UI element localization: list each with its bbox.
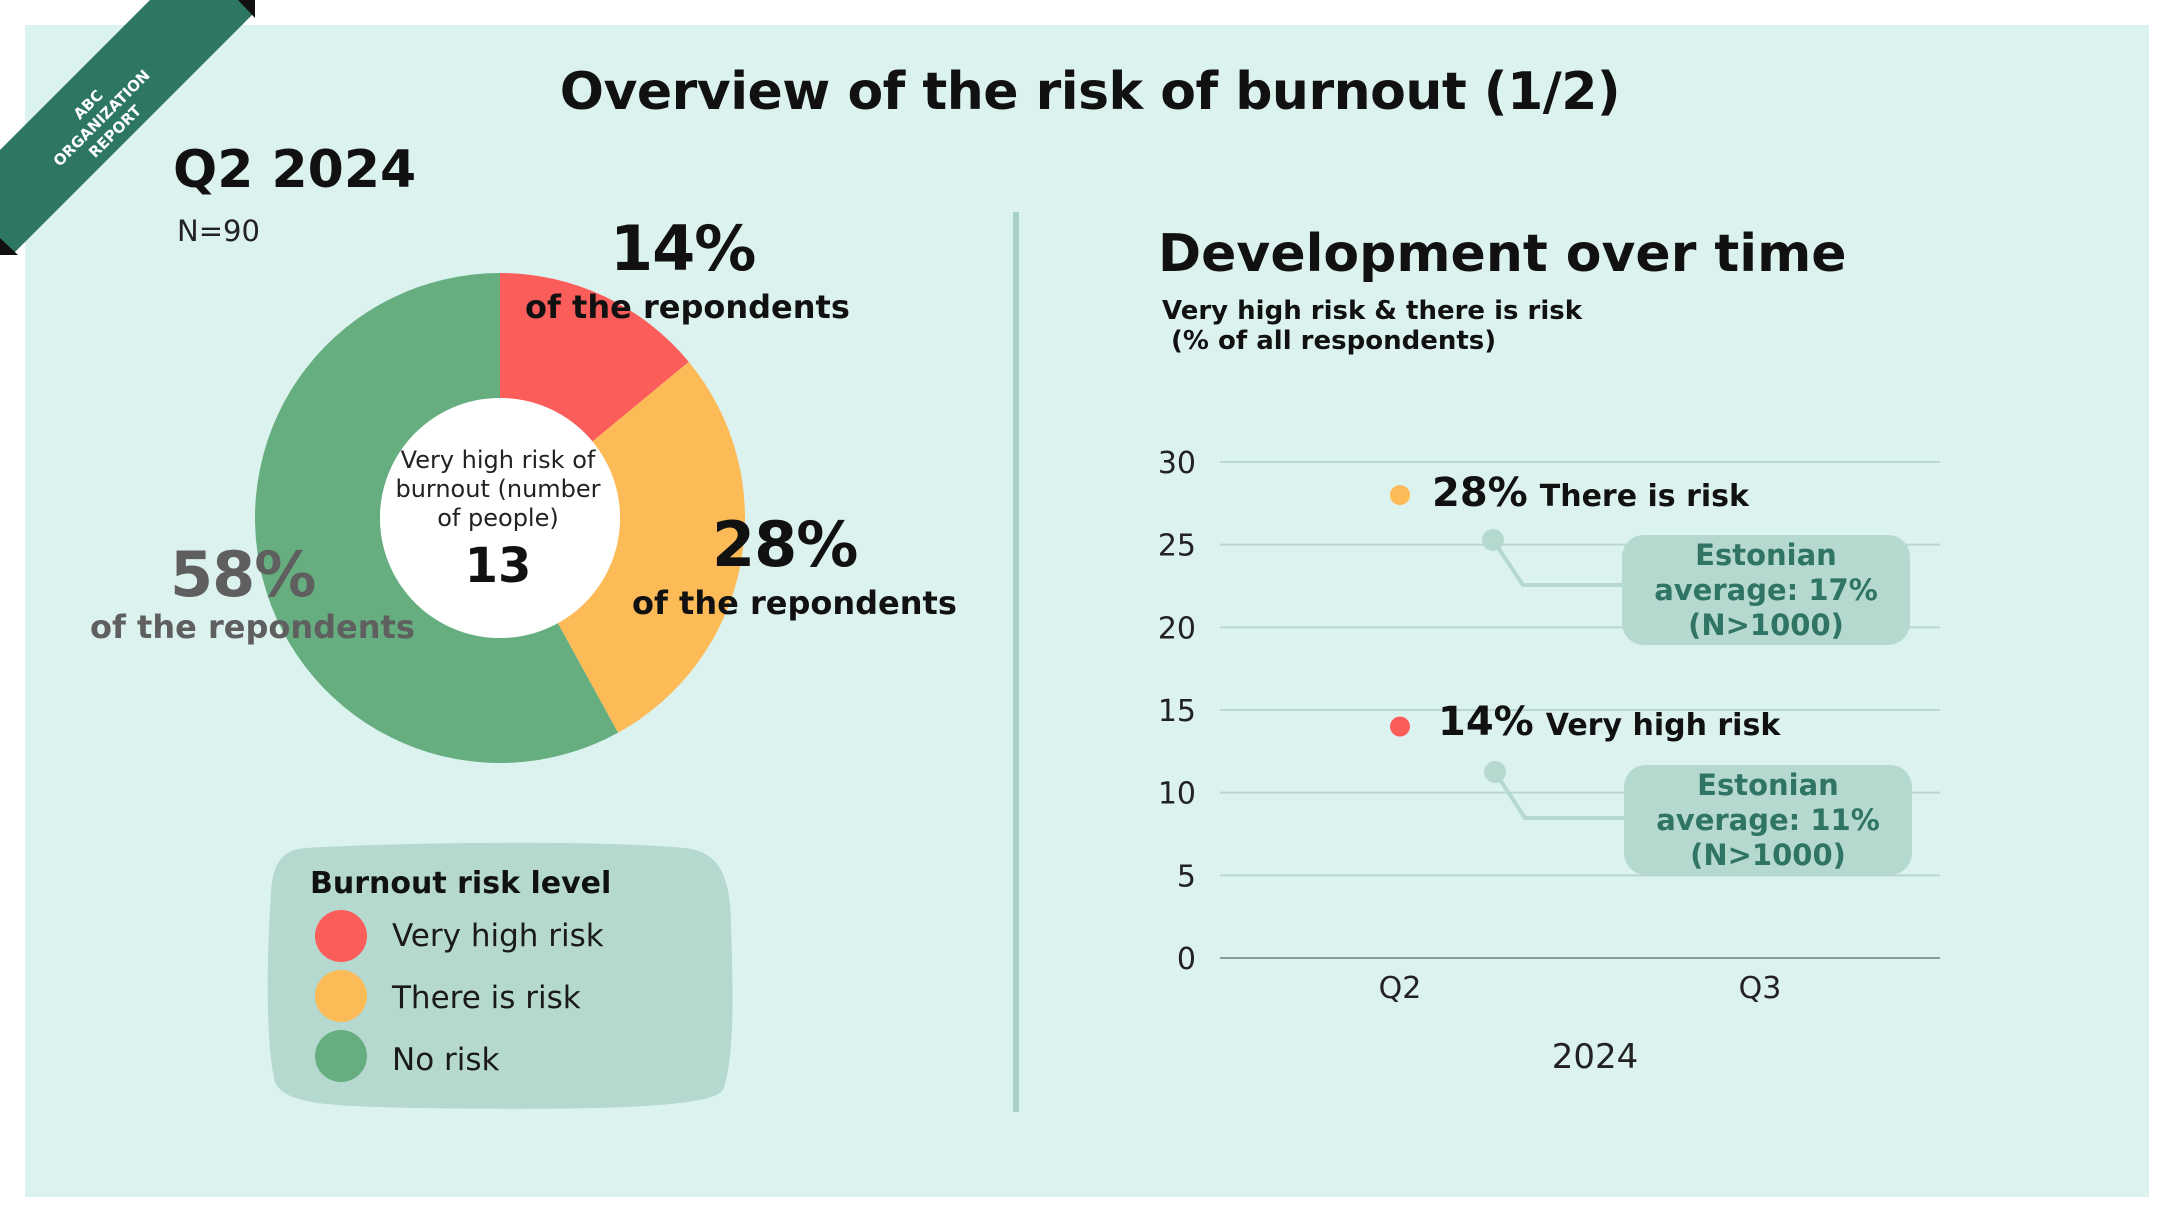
donut-center-value: 13 (464, 538, 532, 594)
callout-estonian-average-there-is-risk: Estonian average: 17% (N>1000) (1622, 535, 1910, 645)
x-tick-label: Q3 (1739, 971, 1782, 1006)
point-text-very-high-risk: Very high risk (1545, 708, 1781, 743)
segment-very-high-pct: 14% (610, 212, 756, 285)
report-ribbon (0, 0, 255, 255)
data-point-there-is-risk (1390, 485, 1410, 506)
callout-connector (1493, 770, 1627, 820)
segment-no-risk-pct: 58% (170, 538, 316, 611)
development-subtitle: Very high risk & there is risk (% of all… (1162, 296, 1583, 356)
segment-there-is-risk-pct: 28% (712, 508, 858, 581)
y-tick-label: 20 (1158, 611, 1196, 646)
panel-divider (1013, 212, 1019, 1112)
donut-slice-very-high-risk (500, 273, 689, 442)
x-axis-label: 2024 (1552, 1037, 1639, 1077)
point-label-very-high-risk: 14% Very high risk (1438, 699, 1780, 745)
y-tick-label: 30 (1158, 446, 1196, 481)
legend-label-there-is-risk: There is risk (392, 980, 581, 1016)
y-tick-label: 25 (1158, 529, 1196, 564)
legend-label-very-high-risk: Very high risk (392, 918, 604, 954)
point-value-there-is-risk: 28% (1432, 470, 1528, 516)
legend-box (267, 842, 733, 1109)
callout-connector (1491, 538, 1625, 587)
legend-title: Burnout risk level (310, 866, 612, 901)
x-tick-label: Q2 (1379, 971, 1422, 1006)
donut-center-caption: Very high risk of burnout (number of peo… (395, 446, 601, 532)
donut-chart (254, 273, 745, 763)
y-tick-label: 5 (1177, 859, 1196, 894)
point-label-there-is-risk: 28% There is risk (1432, 470, 1749, 516)
y-tick-label: 10 (1158, 777, 1196, 812)
period-label: Q2 2024 (173, 140, 417, 200)
legend-dot-no-risk (315, 1030, 367, 1082)
data-point-very-high-risk (1390, 716, 1410, 737)
donut-slice-there-is-risk (557, 361, 745, 733)
callout-estonian-average-very-high-risk: Estonian average: 11% (N>1000) (1624, 765, 1912, 875)
callout-anchor-dot (1484, 761, 1506, 783)
development-title: Development over time (1158, 224, 1847, 284)
donut-hole (380, 398, 620, 638)
segment-very-high-caption: of the repondents (525, 288, 850, 326)
page-title: Overview of the risk of burnout (1/2) (559, 62, 1621, 122)
point-value-very-high-risk: 14% (1438, 699, 1534, 745)
legend-dot-there-is-risk (315, 970, 367, 1022)
legend-label-no-risk: No risk (392, 1042, 500, 1078)
y-tick-label: 0 (1177, 942, 1196, 977)
y-tick-label: 15 (1158, 694, 1196, 729)
segment-there-is-risk-caption: of the repondents (632, 584, 957, 622)
callout-anchor-dot (1482, 529, 1504, 551)
segment-no-risk-caption: of the repondents (90, 608, 415, 646)
legend-dot-very-high-risk (315, 910, 367, 962)
sample-size: N=90 (177, 214, 260, 248)
donut-slice-no-risk (254, 273, 619, 763)
development-chart: 0 5 10 15 20 25 30 Q2 Q3 2024 (1158, 446, 1940, 1077)
point-text-there-is-risk: There is risk (1539, 479, 1749, 514)
